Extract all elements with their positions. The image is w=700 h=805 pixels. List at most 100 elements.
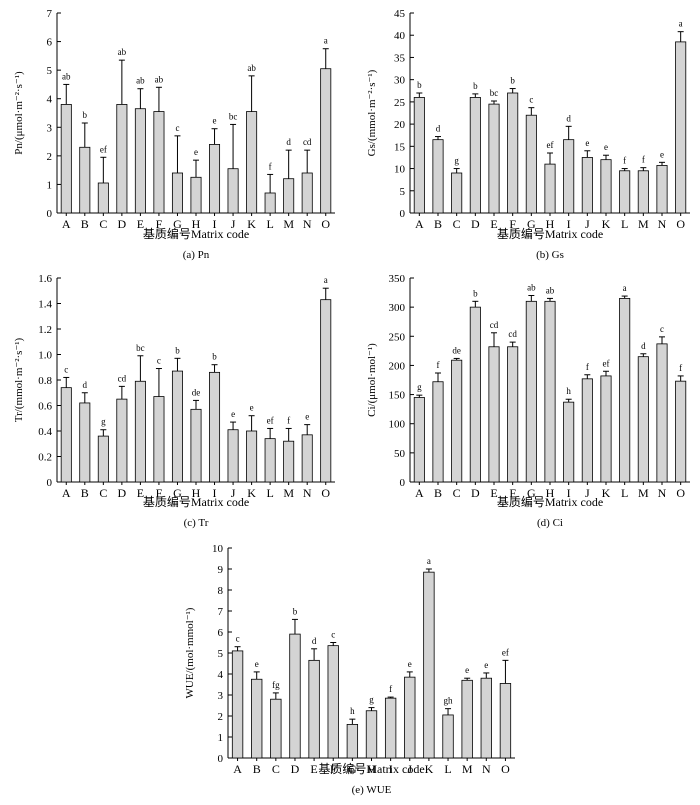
bar — [116, 398, 128, 483]
x-tick-label: A — [233, 762, 242, 776]
significance-letter: e — [194, 147, 198, 157]
y-axis-title: Ci/(μmol·mol⁻¹) — [366, 343, 378, 417]
significance-letter: ef — [502, 647, 509, 657]
significance-letter: a — [324, 275, 328, 285]
y-tick-label: 1.4 — [38, 299, 52, 311]
x-tick-label: D — [471, 217, 480, 231]
x-axis-title: 基质编号Matrix code — [497, 494, 603, 509]
bar — [346, 724, 359, 759]
significance-letter: d — [436, 124, 441, 134]
x-tick-label: G — [173, 217, 182, 231]
bar — [301, 434, 313, 483]
y-tick-label: 5 — [47, 65, 53, 77]
bar — [507, 346, 519, 483]
significance-letter: b — [417, 80, 422, 90]
significance-letter: ab — [546, 285, 555, 295]
bar — [134, 108, 146, 214]
x-tick-label: H — [546, 486, 555, 500]
x-tick-label: J — [407, 762, 412, 776]
x-tick-label: J — [231, 217, 236, 231]
significance-letter: ef — [547, 140, 554, 150]
x-tick-label: B — [434, 486, 442, 500]
x-tick-label: A — [415, 486, 424, 500]
x-tick-label: H — [192, 486, 201, 500]
significance-letter: gh — [444, 696, 454, 706]
significance-letter: f — [679, 363, 682, 373]
bar — [327, 645, 339, 759]
x-tick-label: B — [253, 762, 261, 776]
bar — [451, 359, 463, 483]
bar — [209, 144, 221, 214]
bar — [432, 381, 444, 483]
x-tick-label: G — [527, 486, 536, 500]
bar — [264, 438, 276, 483]
x-tick-label: E — [490, 217, 497, 231]
x-tick-label: M — [283, 486, 294, 500]
bar — [134, 380, 146, 483]
bar — [246, 430, 258, 483]
y-tick-label: 6 — [47, 37, 53, 49]
x-tick-label: C — [99, 486, 107, 500]
x-tick-label: I — [213, 217, 217, 231]
x-tick-label: O — [321, 486, 330, 500]
significance-letter: c — [175, 123, 179, 133]
x-tick-label: J — [585, 217, 590, 231]
significance-letter: cd — [508, 329, 517, 339]
y-tick-label: 20 — [394, 119, 406, 131]
caption: (c) Tr — [184, 517, 209, 529]
y-tick-label: 100 — [389, 419, 406, 431]
x-tick-label: K — [602, 217, 611, 231]
y-tick-label: 7 — [47, 8, 53, 20]
y-tick-label: 0 — [400, 208, 406, 220]
significance-letter: e — [305, 412, 309, 422]
x-tick-label: A — [62, 486, 71, 500]
bar — [320, 68, 332, 214]
y-tick-label: 300 — [389, 302, 406, 314]
significance-letter: b — [473, 288, 478, 298]
significance-letter: g — [101, 417, 106, 427]
y-tick-label: 5 — [400, 186, 406, 198]
significance-letter: e — [250, 403, 254, 413]
x-tick-label: L — [621, 217, 628, 231]
x-tick-label: O — [676, 217, 685, 231]
x-tick-label: K — [425, 762, 434, 776]
y-tick-label: 0 — [218, 753, 224, 765]
bar — [563, 401, 575, 483]
x-tick-label: H — [192, 217, 201, 231]
bar — [499, 683, 512, 759]
significance-letter: ab — [155, 74, 164, 84]
significance-letter: e — [604, 142, 608, 152]
significance-letter: c — [331, 630, 335, 640]
significance-letter: e — [231, 409, 235, 419]
y-tick-label: 40 — [394, 30, 406, 42]
bar — [227, 168, 239, 214]
bar — [171, 370, 183, 483]
significance-letter: g — [369, 695, 374, 705]
x-tick-label: G — [348, 762, 357, 776]
y-tick-label: 0 — [400, 477, 406, 489]
significance-letter: f — [287, 415, 290, 425]
y-tick-label: 15 — [394, 141, 406, 153]
bar — [507, 92, 519, 214]
significance-letter: e — [213, 116, 217, 126]
x-tick-label: B — [81, 486, 89, 500]
x-tick-label: C — [99, 217, 107, 231]
bar — [60, 104, 72, 214]
bar — [97, 182, 109, 214]
y-axis-title: Gs/(mmol·m⁻²·s⁻¹) — [366, 69, 378, 156]
y-tick-label: 10 — [212, 543, 224, 555]
bar — [97, 435, 109, 483]
significance-letter: d — [566, 113, 571, 123]
bar — [442, 714, 454, 759]
x-axis-title: 基质编号Matrix code — [143, 226, 249, 241]
bar — [469, 97, 481, 214]
bar — [116, 104, 128, 214]
y-axis-title: Pn/(μmol·m⁻²·s⁻¹) — [13, 71, 25, 155]
x-tick-label: M — [638, 217, 649, 231]
y-tick-label: 9 — [218, 564, 224, 576]
significance-letter: f — [586, 362, 589, 372]
significance-letter: e — [465, 665, 469, 675]
x-tick-label: K — [247, 486, 256, 500]
significance-letter: a — [679, 19, 683, 29]
